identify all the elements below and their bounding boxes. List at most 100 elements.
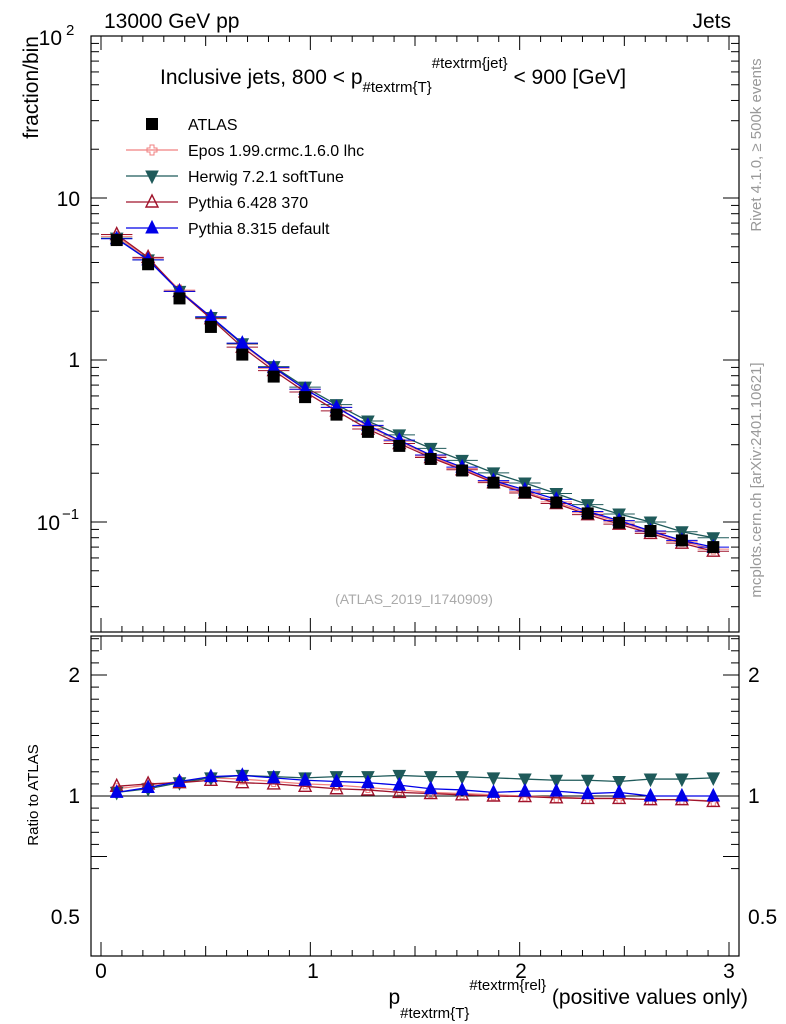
legend: ATLAS Epos 1.99.crmc.1.6.0 lhc Herwig 7.2.…: [126, 117, 364, 238]
header-process: 13000 GeV pp: [104, 10, 239, 33]
ratio-series-pythia-8-315-default: [109, 767, 721, 802]
legend-marker: [145, 170, 159, 185]
mcplots-label: mcplots.cern.ch [arXiv:2401.10621]: [748, 362, 765, 597]
ratio-ytick-label-1-right: 1: [748, 785, 760, 808]
legend-entry: Pythia 6.428 370: [126, 193, 308, 212]
data-point: [142, 258, 155, 271]
ratio-point: [675, 787, 689, 802]
ytick-label-100: 10: [39, 27, 62, 50]
series-herwig-7-2-1-softtune: [101, 232, 729, 546]
xlabel-tail: (positive values only): [546, 986, 748, 1009]
title-tail: < 900 [GeV]: [508, 66, 627, 89]
legend-marker: [144, 193, 160, 208]
ratio-ytick-label-0.5: 0.5: [51, 906, 80, 929]
data-point: [581, 507, 594, 520]
series-line: [116, 237, 714, 539]
ratio-point: [612, 784, 626, 798]
data-point: [204, 320, 217, 333]
rivet-version-label: Rivet 4.1.0, ≥ 500k events: [748, 58, 765, 231]
series-atlas: [110, 234, 720, 554]
data-point: [330, 408, 343, 421]
legend-label: Pythia 8.315 default: [188, 221, 330, 238]
analysis-id-watermark: (ATLAS_2019_I1740909): [335, 591, 493, 607]
ratio-point: [392, 769, 407, 784]
xtick-label-0: 0: [95, 960, 107, 983]
legend-label: Epos 1.99.crmc.1.6.0 lhc: [188, 143, 364, 160]
header-observable: Jets: [692, 10, 731, 33]
data-point: [393, 439, 406, 452]
ratio-y-axis-label: Ratio to ATLAS: [25, 744, 42, 845]
series-epos-1-99-crmc-1-6-0-lhc: [101, 230, 729, 555]
data-point: [487, 476, 500, 489]
ytick-label-100-base: 10: [39, 27, 62, 50]
series-pythia-8-315-default: [101, 230, 729, 553]
data-point: [173, 292, 186, 305]
data-point: [267, 370, 280, 383]
ratio-series-line: [116, 774, 714, 794]
series-line: [116, 235, 714, 550]
ratio-point: [266, 769, 281, 784]
data-point: [675, 534, 688, 547]
data-point: [456, 464, 469, 477]
ratio-point: [643, 787, 658, 802]
data-point: [613, 516, 626, 529]
title-main: Inclusive jets, 800 < p: [160, 66, 363, 89]
series-pythia-6-428-370: [101, 225, 729, 557]
ratio-point: [549, 789, 564, 804]
ratio-ytick-label-2: 2: [68, 664, 80, 687]
legend-marker: [146, 144, 158, 156]
title-superscript: #textrm{jet}: [432, 55, 508, 72]
ratio-point: [549, 783, 564, 797]
data-point: [424, 452, 437, 465]
ratio-series-group: [109, 767, 721, 808]
data-point: [644, 524, 657, 537]
series-line: [116, 238, 714, 548]
ytick-label-10: 10: [57, 188, 80, 211]
ytick-label-100-exponent: 2: [66, 22, 74, 39]
series-line: [116, 234, 714, 552]
legend-entry: Pythia 8.315 default: [126, 219, 330, 238]
ratio-point: [235, 767, 250, 781]
ratio-point: [329, 780, 344, 795]
ratio-point: [706, 772, 721, 786]
main-axis-ticks: [91, 35, 739, 632]
data-point: [706, 532, 721, 546]
xlabel-superscript: #textrm{rel}: [469, 977, 546, 994]
ytick-label-0.1-exponent: −1: [62, 506, 79, 523]
data-point: [361, 425, 374, 438]
ratio-point: [361, 774, 375, 789]
data-point: [707, 541, 720, 554]
ratio-point: [235, 774, 250, 789]
ratio-ytick-label-0.5-right: 0.5: [748, 906, 777, 929]
ratio-point: [518, 783, 532, 797]
main-plot-title: Inclusive jets, 800 < p#textrm{T}#textrm…: [160, 55, 626, 96]
ratio-point: [455, 771, 469, 785]
ratio-point: [204, 768, 218, 783]
ytick-label-1: 1: [68, 349, 80, 372]
main-y-axis-label: fraction/bin: [20, 36, 43, 139]
xlabel-main: p: [388, 986, 400, 1009]
xtick-label-1: 1: [307, 960, 319, 983]
data-point: [235, 335, 250, 349]
legend-label: Pythia 6.428 370: [188, 195, 308, 212]
title-subscript: #textrm{T}: [363, 79, 432, 96]
ratio-point: [518, 773, 532, 788]
ratio-point: [643, 773, 658, 788]
ratio-point: [675, 773, 689, 788]
xtick-label-2: 2: [515, 960, 527, 983]
data-point: [518, 486, 531, 499]
legend-entry: Herwig 7.2.1 softTune: [126, 169, 344, 186]
legend-marker: [146, 118, 158, 130]
ratio-point: [298, 772, 312, 786]
ratio-ytick-label-1: 1: [68, 785, 80, 808]
data-point: [110, 234, 123, 247]
ratio-point: [580, 774, 595, 789]
ratio-point: [706, 787, 721, 802]
legend-label: Herwig 7.2.1 softTune: [188, 169, 344, 186]
ratio-point: [392, 776, 407, 791]
data-point: [299, 391, 312, 404]
ratio-point: [580, 785, 595, 800]
legend-marker: [145, 219, 159, 234]
legend-entry: ATLAS: [146, 117, 238, 134]
